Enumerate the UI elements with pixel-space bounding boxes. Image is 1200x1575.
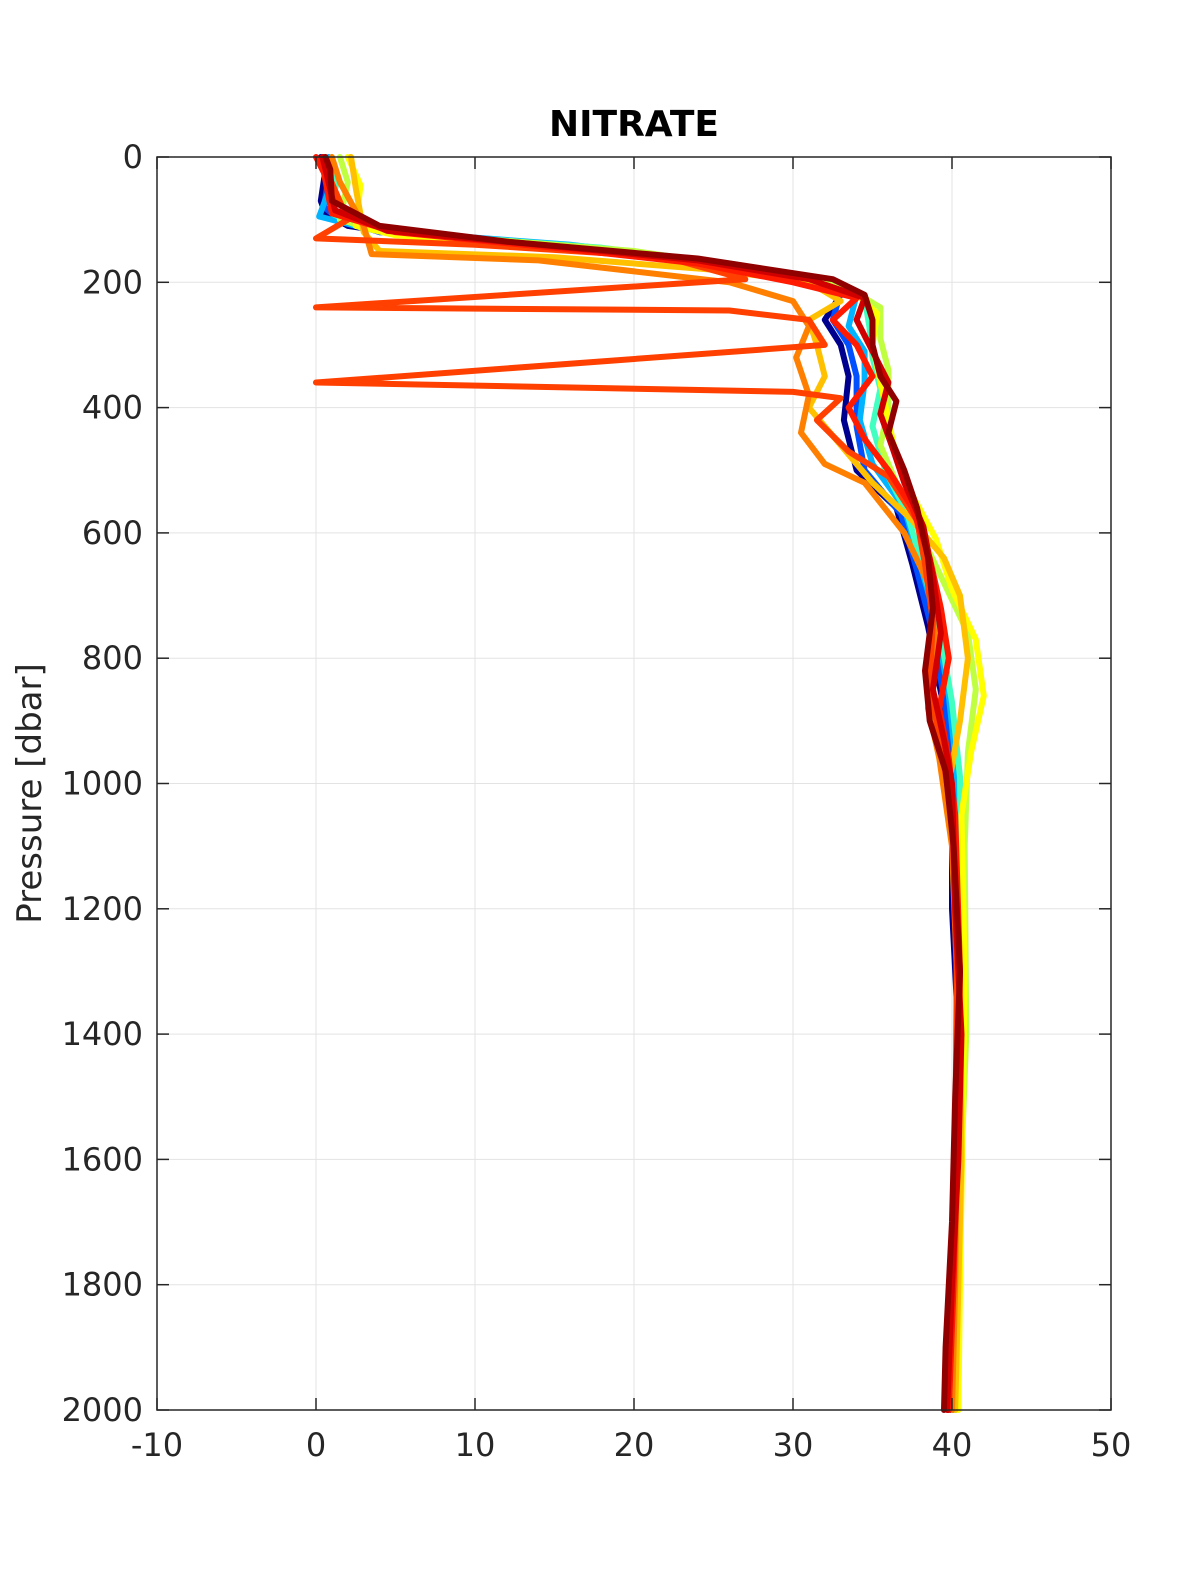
y-tick-label: 1200 — [62, 890, 143, 928]
x-tick-label: 30 — [773, 1426, 814, 1464]
y-tick-label: 1400 — [62, 1015, 143, 1053]
y-tick-label: 200 — [82, 263, 143, 301]
x-tick-label: 20 — [614, 1426, 655, 1464]
y-tick-label: 2000 — [62, 1391, 143, 1429]
profile-series-12 — [322, 154, 963, 1413]
x-tick-label: 40 — [932, 1426, 973, 1464]
y-tick-label: 600 — [82, 514, 143, 552]
x-tick-label: 50 — [1091, 1426, 1132, 1464]
y-axis-label: Pressure [dbar] — [10, 663, 50, 924]
chart-title: NITRATE — [549, 104, 719, 145]
y-tick-label: 1000 — [62, 765, 143, 803]
x-tick-label: -10 — [131, 1426, 183, 1464]
y-tick-label: 0 — [123, 138, 143, 176]
y-tick-label: 1600 — [62, 1140, 143, 1178]
y-tick-label: 1800 — [62, 1266, 143, 1304]
y-tick-label: 800 — [82, 639, 143, 677]
x-tick-label: 10 — [455, 1426, 496, 1464]
axis-ticks: -10 0 10 20 30 40 50 0 200 400 600 800 1000 1200 1400 1… — [62, 138, 1132, 1464]
series-layer — [313, 154, 987, 1413]
x-tick-label: 0 — [306, 1426, 326, 1464]
y-tick-label: 400 — [82, 389, 143, 427]
